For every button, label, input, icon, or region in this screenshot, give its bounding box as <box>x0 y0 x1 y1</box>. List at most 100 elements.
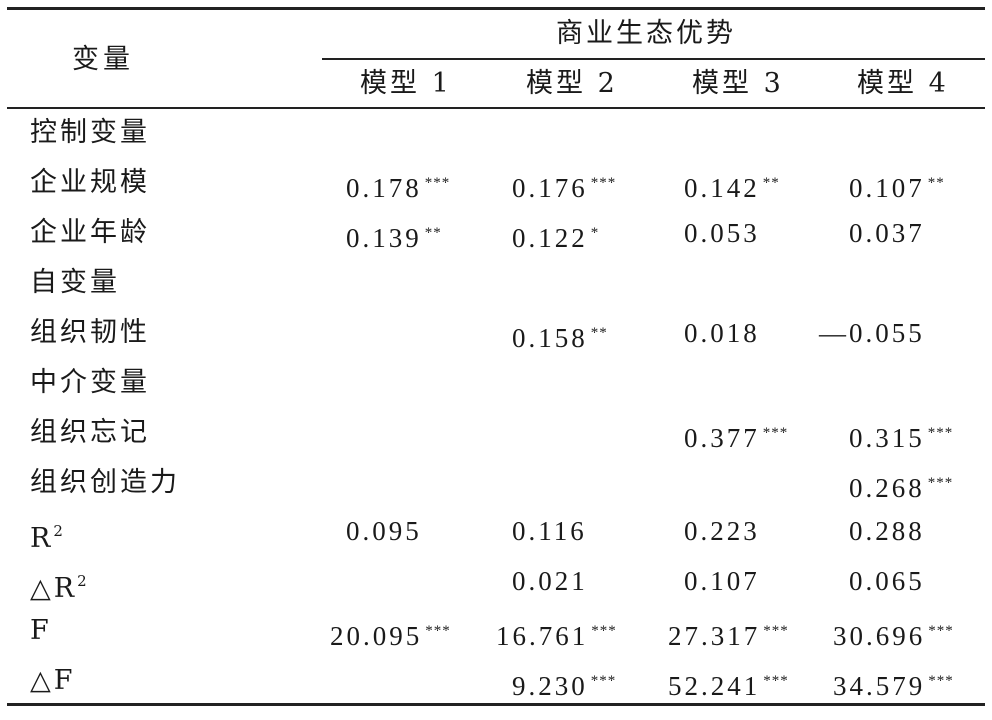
row-label-text: 企业规模 <box>30 167 150 198</box>
cell-value: 0.158 <box>512 323 588 353</box>
row-label-text: R <box>30 523 54 554</box>
table-cell: 0.053 <box>684 215 760 251</box>
significance-stars: *** <box>424 175 451 191</box>
row-label-text: 企业年龄 <box>30 217 150 248</box>
table-cell: 0.021 <box>512 563 588 599</box>
significance-stars: * <box>590 225 600 241</box>
significance-stars: ** <box>424 225 442 241</box>
significance-stars: *** <box>762 425 789 441</box>
top-rule <box>7 7 985 10</box>
significance-stars: *** <box>927 475 954 491</box>
cell-value: 9.230 <box>512 671 588 701</box>
table-cell: 0.065 <box>849 563 925 599</box>
significance-stars: ** <box>927 175 945 191</box>
cell-value: 34.579 <box>833 671 926 701</box>
row-label-text: F <box>30 615 52 646</box>
table-cell: 0.107 <box>684 563 760 599</box>
variable-header: 变量 <box>72 44 134 75</box>
model-header-4: 模型 4 <box>857 68 949 99</box>
cell-value: 0.142 <box>684 173 760 203</box>
model-header-3: 模型 3 <box>692 68 784 99</box>
table-cell: 0.139 ** <box>346 215 442 256</box>
table-cell: 27.317 *** <box>668 613 789 654</box>
cell-value: 0.065 <box>849 566 925 596</box>
cell-value: 0.176 <box>512 173 588 203</box>
cell-value: 0.053 <box>684 218 760 248</box>
table-cell: —0.055 <box>819 315 925 351</box>
table-cell: 16.761 *** <box>496 613 617 654</box>
row-label-text: 组织忘记 <box>30 417 150 448</box>
row-label: 组织忘记 <box>30 415 150 451</box>
row-label-text: 自变量 <box>30 267 120 298</box>
cell-value: 20.095 <box>330 621 423 651</box>
significance-stars: *** <box>928 623 954 639</box>
significance-stars: *** <box>928 673 954 689</box>
significance-stars: *** <box>927 425 954 441</box>
significance-stars: *** <box>590 175 617 191</box>
table-cell: 0.176 *** <box>512 165 616 206</box>
cell-value: 0.122 <box>512 223 588 253</box>
cell-value: 0.021 <box>512 566 588 596</box>
row-label-text: 组织创造力 <box>30 467 180 498</box>
header-rule <box>7 107 985 109</box>
row-label-text: △F <box>30 665 76 696</box>
cell-value: 0.288 <box>849 516 925 546</box>
table-cell: 0.107 ** <box>849 165 945 206</box>
model-header-1: 模型 1 <box>360 68 452 99</box>
table-cell: 20.095 *** <box>330 613 451 654</box>
cell-value: 0.315 <box>849 423 925 453</box>
cell-value: 0.018 <box>684 318 760 348</box>
row-label: 组织韧性 <box>30 315 150 351</box>
table-cell: 52.241 *** <box>668 663 789 704</box>
row-label: R2 <box>30 513 66 557</box>
group-rule <box>322 58 985 60</box>
row-label-text: △R <box>30 573 78 604</box>
row-label: △R2 <box>30 563 90 607</box>
row-label-text: 组织韧性 <box>30 317 150 348</box>
table-cell: 0.268 *** <box>849 465 953 506</box>
significance-stars: *** <box>591 623 617 639</box>
table-cell: 0.315 *** <box>849 415 953 456</box>
row-label: 企业年龄 <box>30 215 150 251</box>
row-label: △F <box>30 663 76 699</box>
cell-value: 0.268 <box>849 473 925 503</box>
cell-value: 30.696 <box>833 621 926 651</box>
bottom-rule <box>7 703 985 706</box>
table-cell: 0.037 <box>849 215 925 251</box>
table-cell: 0.158 ** <box>512 315 608 356</box>
superscript: 2 <box>77 572 90 590</box>
table-cell: 0.122 * <box>512 215 599 256</box>
row-label-text: 中介变量 <box>30 367 150 398</box>
table-cell: 30.696 *** <box>833 613 954 654</box>
section-label: 中介变量 <box>30 365 150 401</box>
row-label: 组织创造力 <box>30 465 180 501</box>
row-label: F <box>30 613 52 649</box>
table-cell: 0.377 *** <box>684 415 788 456</box>
significance-stars: *** <box>763 623 789 639</box>
cell-value: 0.377 <box>684 423 760 453</box>
cell-value: 0.116 <box>512 516 587 546</box>
group-header: 商业生态优势 <box>556 18 736 49</box>
significance-stars: ** <box>590 325 608 341</box>
table-cell: 0.116 <box>512 513 587 549</box>
cell-value: 27.317 <box>668 621 761 651</box>
section-label: 自变量 <box>30 265 120 301</box>
table-cell: 0.178 *** <box>346 165 450 206</box>
table-cell: 0.095 <box>346 513 422 549</box>
table-cell: 0.018 <box>684 315 760 351</box>
row-label: 企业规模 <box>30 165 150 201</box>
significance-stars: *** <box>590 673 617 689</box>
cell-value: 0.107 <box>684 566 760 596</box>
table-cell: 0.288 <box>849 513 925 549</box>
section-label: 控制变量 <box>30 115 150 151</box>
significance-stars: ** <box>762 175 780 191</box>
cell-value: 0.107 <box>849 173 925 203</box>
cell-value: 16.761 <box>496 621 589 651</box>
cell-value: —0.055 <box>819 318 925 348</box>
table-cell: 0.223 <box>684 513 760 549</box>
model-header-2: 模型 2 <box>526 68 618 99</box>
table-cell: 0.142 ** <box>684 165 780 206</box>
significance-stars: *** <box>425 623 451 639</box>
table-cell: 34.579 *** <box>833 663 954 704</box>
cell-value: 0.178 <box>346 173 422 203</box>
